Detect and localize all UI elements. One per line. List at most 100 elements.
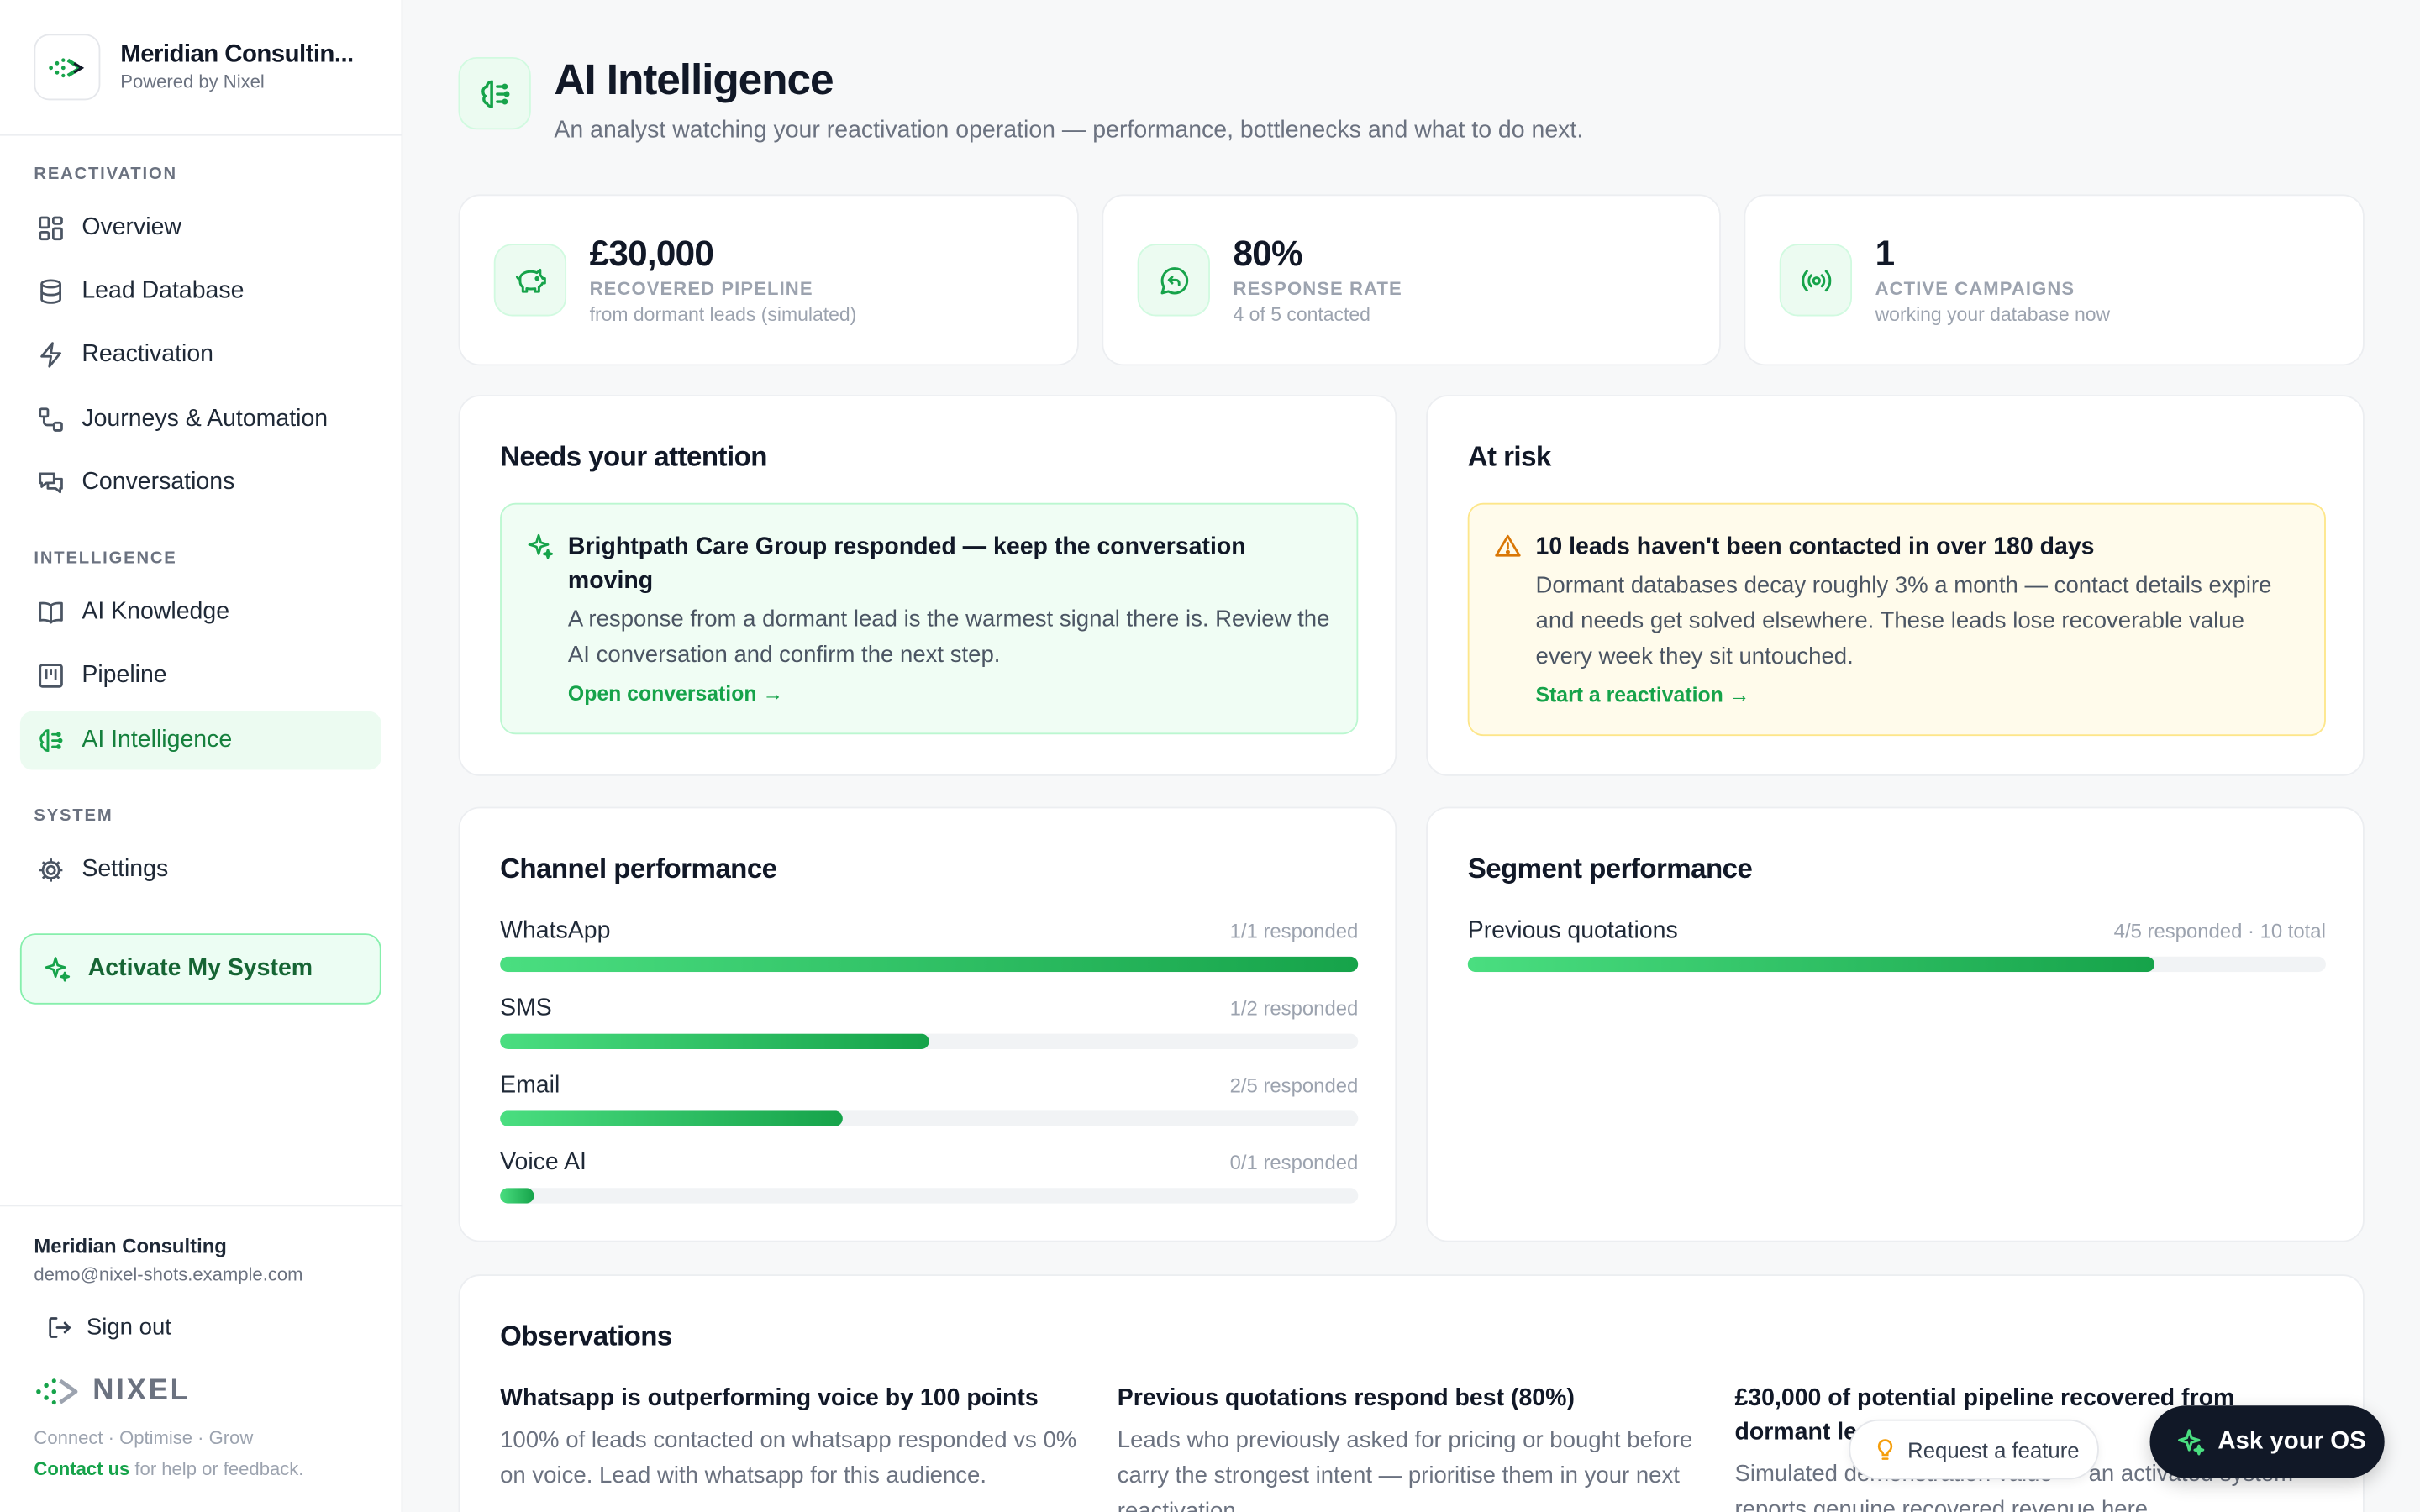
channel-row-sms: SMS 1/2 responded: [500, 995, 1359, 1049]
sparkles-icon: [526, 533, 554, 560]
section-label-system: SYSTEM: [34, 806, 113, 826]
sidebar-item-conversations[interactable]: Conversations: [20, 454, 381, 512]
request-feature-label: Request a feature: [1907, 1436, 2080, 1462]
activate-system-label: Activate My System: [87, 954, 313, 982]
channel-meta: 2/5 responded: [1229, 1074, 1359, 1097]
contact-us-link[interactable]: Contact us: [34, 1457, 130, 1480]
page-title: AI Intelligence: [554, 55, 834, 104]
stat-value: £30,000: [589, 233, 714, 274]
sidebar-footer-divider: [0, 1205, 403, 1207]
segment-performance-card: Segment performance Previous quotations 4…: [1426, 806, 2365, 1242]
segment-name: Previous quotations: [1467, 917, 1678, 945]
sidebar-item-overview[interactable]: Overview: [20, 199, 381, 258]
sidebar-item-settings[interactable]: Settings: [20, 841, 381, 900]
observation-item: Whatsapp is outperforming voice by 100 p…: [500, 1383, 1086, 1494]
progress-track: [500, 1188, 1359, 1204]
card-title: Segment performance: [1467, 853, 1753, 885]
observation-body: Leads who previously asked for pricing o…: [1117, 1426, 1693, 1512]
nixel-wordmark: NIXEL: [92, 1374, 191, 1408]
nixel-logo: NIXEL: [34, 1374, 190, 1408]
alert-title: 10 leads haven't been contacted in over …: [1535, 533, 2095, 560]
workflow-icon: [37, 406, 65, 433]
open-conversation-link[interactable]: Open conversation →: [567, 681, 784, 706]
observations-card: Observations Whatsapp is outperforming v…: [458, 1274, 2365, 1512]
brain-icon: [37, 727, 65, 754]
account-email: demo@nixel-shots.example.com: [34, 1263, 303, 1285]
sidebar-item-ai-knowledge[interactable]: AI Knowledge: [20, 583, 381, 642]
sidebar-item-reactivation[interactable]: Reactivation: [20, 326, 381, 385]
start-reactivation-link[interactable]: Start a reactivation →: [1535, 683, 1750, 707]
sidebar-item-label: Pipeline: [82, 661, 167, 689]
gear-icon: [37, 856, 65, 884]
progress-fill: [500, 956, 1359, 973]
message-reply-icon: [1137, 244, 1210, 317]
channel-row-voice-ai: Voice AI 0/1 responded: [500, 1149, 1359, 1204]
segment-row-previous-quotations: Previous quotations 4/5 responded · 10 to…: [1467, 917, 2326, 973]
channel-name: WhatsApp: [500, 917, 611, 945]
kanban-icon: [37, 662, 65, 690]
progress-fill: [500, 1110, 844, 1126]
database-icon: [37, 278, 65, 306]
stat-label: RECOVERED PIPELINE: [589, 277, 813, 300]
stat-value: 1: [1875, 233, 1896, 274]
observation-title: Previous quotations respond best (80%): [1117, 1385, 1575, 1412]
sidebar-item-label: Conversations: [82, 469, 235, 496]
sidebar-item-ai-intelligence[interactable]: AI Intelligence: [19, 711, 381, 770]
observation-item: Previous quotations respond best (80%) L…: [1118, 1383, 1704, 1512]
logout-icon: [46, 1314, 72, 1340]
piggy-bank-icon: [493, 244, 567, 317]
channel-row-whatsapp: WhatsApp 1/1 responded: [500, 917, 1359, 973]
chat-icon: [37, 469, 65, 496]
sign-out-button[interactable]: Sign out: [34, 1300, 203, 1352]
channel-meta: 1/2 responded: [1229, 996, 1359, 1021]
stat-label: ACTIVE CAMPAIGNS: [1875, 277, 2075, 300]
card-title: Observations: [500, 1320, 672, 1352]
observation-title: £30,000 of potential pipeline recovered …: [1734, 1385, 2235, 1446]
sidebar-item-label: Overview: [82, 214, 182, 241]
channel-name: SMS: [500, 995, 552, 1021]
card-title: Channel performance: [500, 853, 777, 885]
page-subtitle: An analyst watching your reactivation op…: [554, 117, 1584, 144]
sparkles-icon: [2176, 1427, 2206, 1457]
attention-alert: Brightpath Care Group responded — keep t…: [500, 502, 1359, 735]
request-feature-button[interactable]: Request a feature: [1849, 1419, 2099, 1480]
brand-logo: [34, 34, 101, 101]
sidebar-item-lead-database[interactable]: Lead Database: [20, 262, 381, 321]
sidebar-item-label: Reactivation: [82, 340, 214, 368]
sidebar-item-label: AI Knowledge: [82, 598, 230, 625]
stat-note: from dormant leads (simulated): [589, 303, 857, 326]
sidebar-item-label: Lead Database: [82, 277, 245, 304]
brand-name: Meridian Consultin...: [120, 41, 354, 68]
channel-performance-card: Channel performance WhatsApp 1/1 responde…: [458, 806, 1397, 1242]
stat-label: RESPONSE RATE: [1233, 277, 1402, 300]
sidebar-item-label: Journeys & Automation: [82, 406, 329, 433]
ask-your-os-button[interactable]: Ask your OS: [2149, 1405, 2385, 1478]
channel-name: Voice AI: [500, 1149, 587, 1176]
needs-attention-card: Needs your attention Brightpath Care Gro…: [458, 395, 1397, 776]
tagline: Connect · Optimise · Grow: [34, 1426, 254, 1449]
account-name: Meridian Consulting: [34, 1234, 227, 1257]
stat-card-active-campaigns: 1 ACTIVE CAMPAIGNS working your database…: [1744, 194, 2365, 366]
segment-meta: 4/5 responded · 10 total: [2113, 919, 2326, 943]
sidebar: Meridian Consultin... Powered by Nixel R…: [0, 0, 403, 1512]
card-title: Needs your attention: [500, 441, 767, 473]
observation-title: Whatsapp is outperforming voice by 100 p…: [500, 1385, 1039, 1412]
progress-track: [1467, 956, 2326, 973]
channel-meta: 0/1 responded: [1229, 1151, 1359, 1174]
sidebar-item-label: AI Intelligence: [82, 727, 233, 753]
alert-title: Brightpath Care Group responded — keep t…: [567, 533, 1246, 595]
page-brain-icon: [458, 56, 531, 130]
sign-out-label: Sign out: [86, 1313, 171, 1341]
sidebar-item-pipeline[interactable]: Pipeline: [20, 647, 381, 706]
sidebar-item-journeys[interactable]: Journeys & Automation: [20, 391, 381, 449]
progress-track: [500, 1033, 1359, 1049]
channel-meta: 1/1 responded: [1229, 919, 1359, 943]
observation-body: 100% of leads contacted on whatsapp resp…: [500, 1426, 1077, 1489]
activate-system-button[interactable]: Activate My System: [19, 933, 381, 1005]
zap-icon: [37, 341, 65, 369]
section-label-reactivation: REACTIVATION: [34, 165, 177, 184]
stat-card-response-rate: 80% RESPONSE RATE 4 of 5 contacted: [1102, 194, 1721, 366]
broadcast-icon: [1779, 244, 1853, 317]
risk-alert: 10 leads haven't been contacted in over …: [1467, 502, 2326, 737]
brand-subtitle: Powered by Nixel: [120, 71, 265, 93]
